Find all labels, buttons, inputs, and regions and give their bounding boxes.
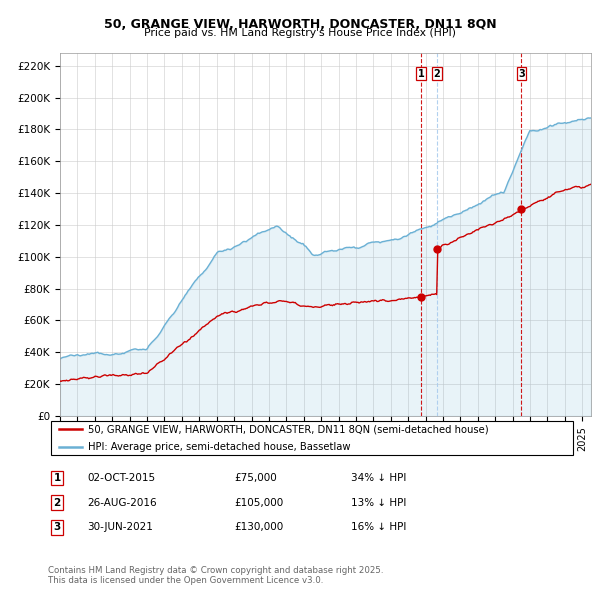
Text: 16% ↓ HPI: 16% ↓ HPI xyxy=(351,523,406,532)
Text: 13% ↓ HPI: 13% ↓ HPI xyxy=(351,498,406,507)
Text: 1: 1 xyxy=(53,473,61,483)
Text: Contains HM Land Registry data © Crown copyright and database right 2025.
This d: Contains HM Land Registry data © Crown c… xyxy=(48,566,383,585)
Text: 50, GRANGE VIEW, HARWORTH, DONCASTER, DN11 8QN: 50, GRANGE VIEW, HARWORTH, DONCASTER, DN… xyxy=(104,18,496,31)
Text: 2: 2 xyxy=(53,498,61,507)
Text: 30-JUN-2021: 30-JUN-2021 xyxy=(87,523,153,532)
Text: £105,000: £105,000 xyxy=(234,498,283,507)
Text: 3: 3 xyxy=(518,69,525,79)
Text: £75,000: £75,000 xyxy=(234,473,277,483)
Text: HPI: Average price, semi-detached house, Bassetlaw: HPI: Average price, semi-detached house,… xyxy=(88,442,350,452)
Text: 02-OCT-2015: 02-OCT-2015 xyxy=(87,473,155,483)
FancyBboxPatch shape xyxy=(50,421,574,455)
Text: 34% ↓ HPI: 34% ↓ HPI xyxy=(351,473,406,483)
Text: £130,000: £130,000 xyxy=(234,523,283,532)
Text: Price paid vs. HM Land Registry's House Price Index (HPI): Price paid vs. HM Land Registry's House … xyxy=(144,28,456,38)
Text: 2: 2 xyxy=(434,69,440,79)
Text: 26-AUG-2016: 26-AUG-2016 xyxy=(87,498,157,507)
Text: 50, GRANGE VIEW, HARWORTH, DONCASTER, DN11 8QN (semi-detached house): 50, GRANGE VIEW, HARWORTH, DONCASTER, DN… xyxy=(88,424,488,434)
Text: 3: 3 xyxy=(53,523,61,532)
Text: 1: 1 xyxy=(418,69,425,79)
